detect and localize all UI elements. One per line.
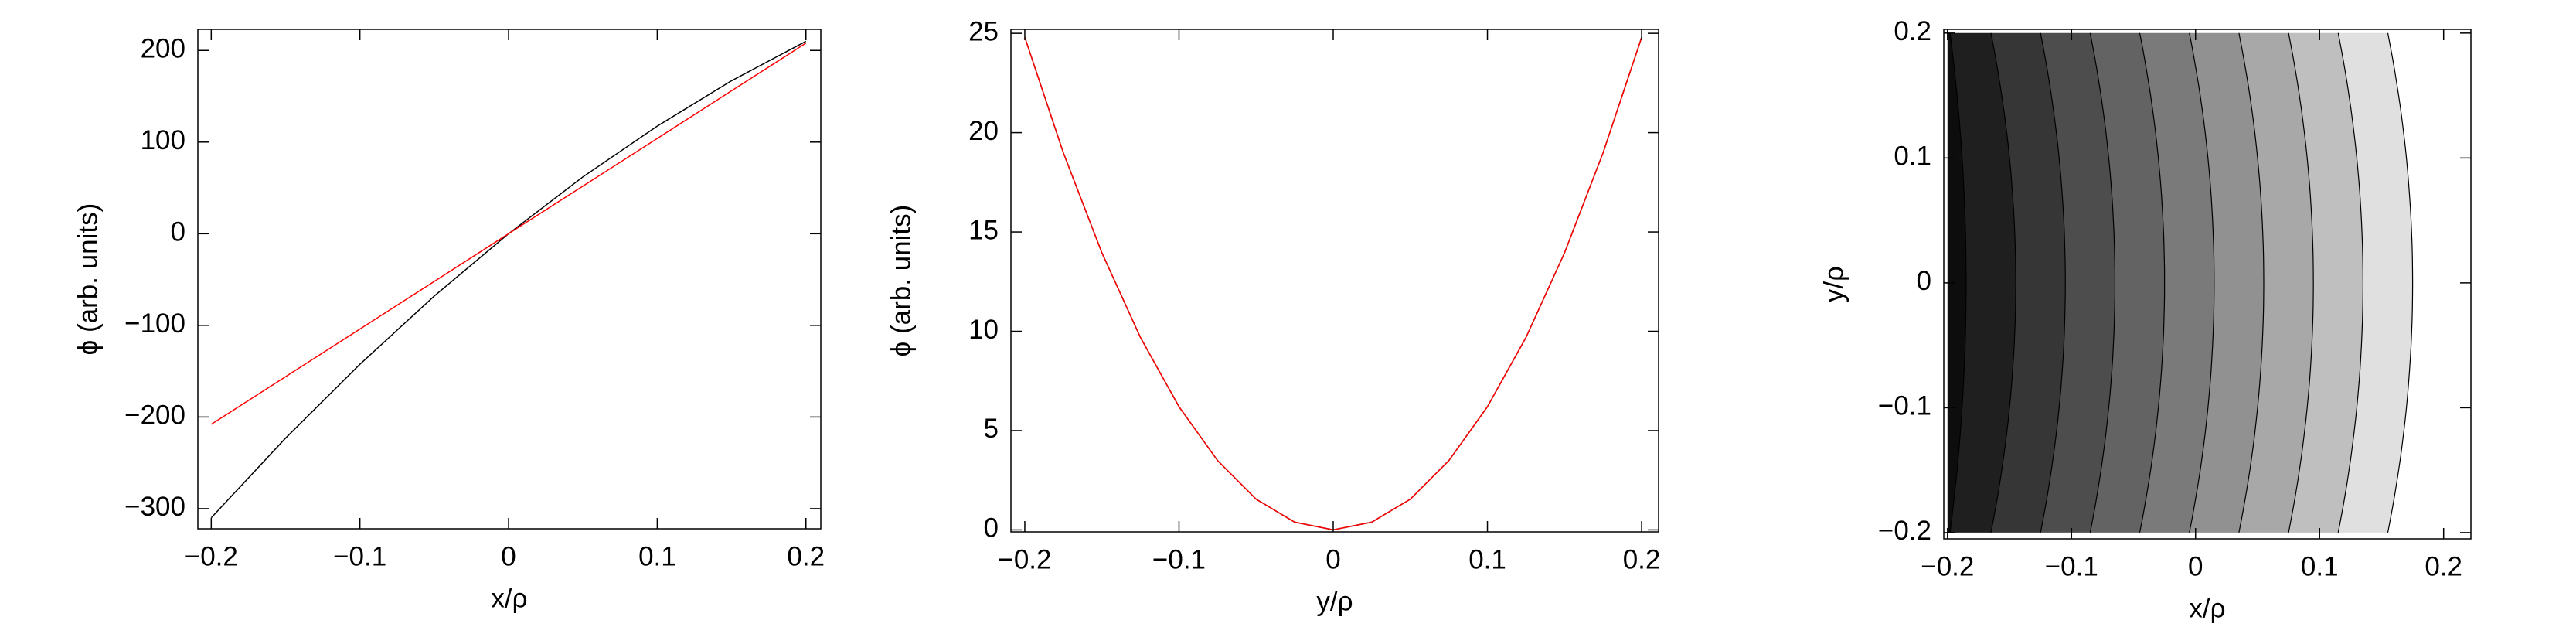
y-tick-label: 200 bbox=[141, 34, 185, 64]
contour-band bbox=[2288, 32, 2363, 533]
contour-line bbox=[1990, 32, 2016, 533]
plot-frame bbox=[1010, 29, 1659, 533]
panel: −0.2 −0.1 0 0.1 0.2 −300 −200 −100 0 100 200 x/ρ ϕ (… bbox=[73, 29, 825, 613]
y-tick-label: 25 bbox=[968, 16, 999, 46]
y-tick-label: −0.1 bbox=[1878, 391, 1931, 421]
x-tick-label: 0.2 bbox=[1623, 544, 1661, 574]
contour-line bbox=[2288, 32, 2314, 533]
y-tick-label: −300 bbox=[124, 492, 185, 522]
contour-band bbox=[2189, 32, 2264, 533]
contour-band bbox=[1950, 32, 2016, 533]
contour-band bbox=[2238, 32, 2314, 533]
contour-line bbox=[2189, 32, 2215, 533]
contour-line bbox=[2337, 32, 2364, 533]
y-axis-label: ϕ (arb. units) bbox=[886, 205, 916, 357]
x-axis-label: x/ρ bbox=[491, 583, 527, 613]
y-tick-label: 0 bbox=[171, 217, 185, 247]
y-tick-label: 0.1 bbox=[1894, 141, 1931, 172]
contour-line bbox=[2040, 32, 2066, 533]
y-tick-label: 15 bbox=[968, 215, 999, 245]
x-tick-label: 0.2 bbox=[787, 541, 825, 571]
panel: −0.2 −0.1 0 0.1 0.2 −0.2 −0.1 0 0.1 0.2 x/ρ y/ρ bbox=[1819, 16, 2472, 623]
y-tick-label: 100 bbox=[141, 125, 185, 155]
y-tick-label: 0 bbox=[984, 513, 999, 543]
x-axis-label: x/ρ bbox=[2189, 593, 2225, 623]
x-tick-label: −0.1 bbox=[333, 541, 386, 571]
contour-line bbox=[2139, 32, 2166, 533]
contour-line bbox=[1949, 32, 1967, 533]
x-tick-label: 0 bbox=[501, 541, 516, 571]
y-axis-label: ϕ (arb. units) bbox=[73, 203, 103, 356]
x-tick-label: 0 bbox=[2188, 551, 2203, 581]
x-tick-label: 0.1 bbox=[1468, 544, 1506, 574]
x-tick-label: 0 bbox=[1325, 544, 1340, 574]
contour-line bbox=[2387, 32, 2414, 533]
x-axis-label: y/ρ bbox=[1316, 586, 1353, 616]
y-axis-label: y/ρ bbox=[1819, 266, 1849, 302]
line-series bbox=[210, 40, 807, 519]
contour-band bbox=[2338, 32, 2413, 533]
y-tick-label: 10 bbox=[968, 315, 999, 345]
line-series bbox=[210, 43, 807, 425]
plot-frame bbox=[1943, 29, 2472, 540]
x-tick-label: −0.1 bbox=[2045, 551, 2098, 581]
x-tick-label: −0.2 bbox=[998, 544, 1051, 574]
x-tick-label: 0.2 bbox=[2425, 551, 2462, 581]
x-tick-label: −0.1 bbox=[1152, 544, 1206, 574]
x-tick-label: −0.2 bbox=[185, 541, 238, 571]
plot-frame bbox=[197, 29, 822, 530]
x-tick-label: −0.2 bbox=[1921, 551, 1974, 581]
line-series bbox=[1024, 37, 1642, 531]
y-tick-label: −200 bbox=[124, 400, 185, 431]
y-tick-label: 5 bbox=[984, 414, 999, 444]
y-tick-label: 20 bbox=[968, 116, 999, 146]
panel: −0.2 −0.1 0 0.1 0.2 0 5 10 15 20 25 y/ρ ϕ (arb. unit… bbox=[886, 16, 1660, 616]
x-tick-label: 0.1 bbox=[638, 541, 676, 571]
contour-band bbox=[2139, 32, 2214, 533]
y-tick-label: 0.2 bbox=[1894, 16, 1931, 46]
y-tick-label: 0 bbox=[1917, 266, 1931, 296]
contour-line bbox=[2089, 32, 2115, 533]
contour-line bbox=[2238, 32, 2265, 533]
y-tick-label: −100 bbox=[124, 308, 185, 339]
x-tick-label: 0.1 bbox=[2301, 551, 2339, 581]
line-series bbox=[1024, 37, 1642, 531]
y-tick-label: −0.2 bbox=[1878, 516, 1931, 546]
